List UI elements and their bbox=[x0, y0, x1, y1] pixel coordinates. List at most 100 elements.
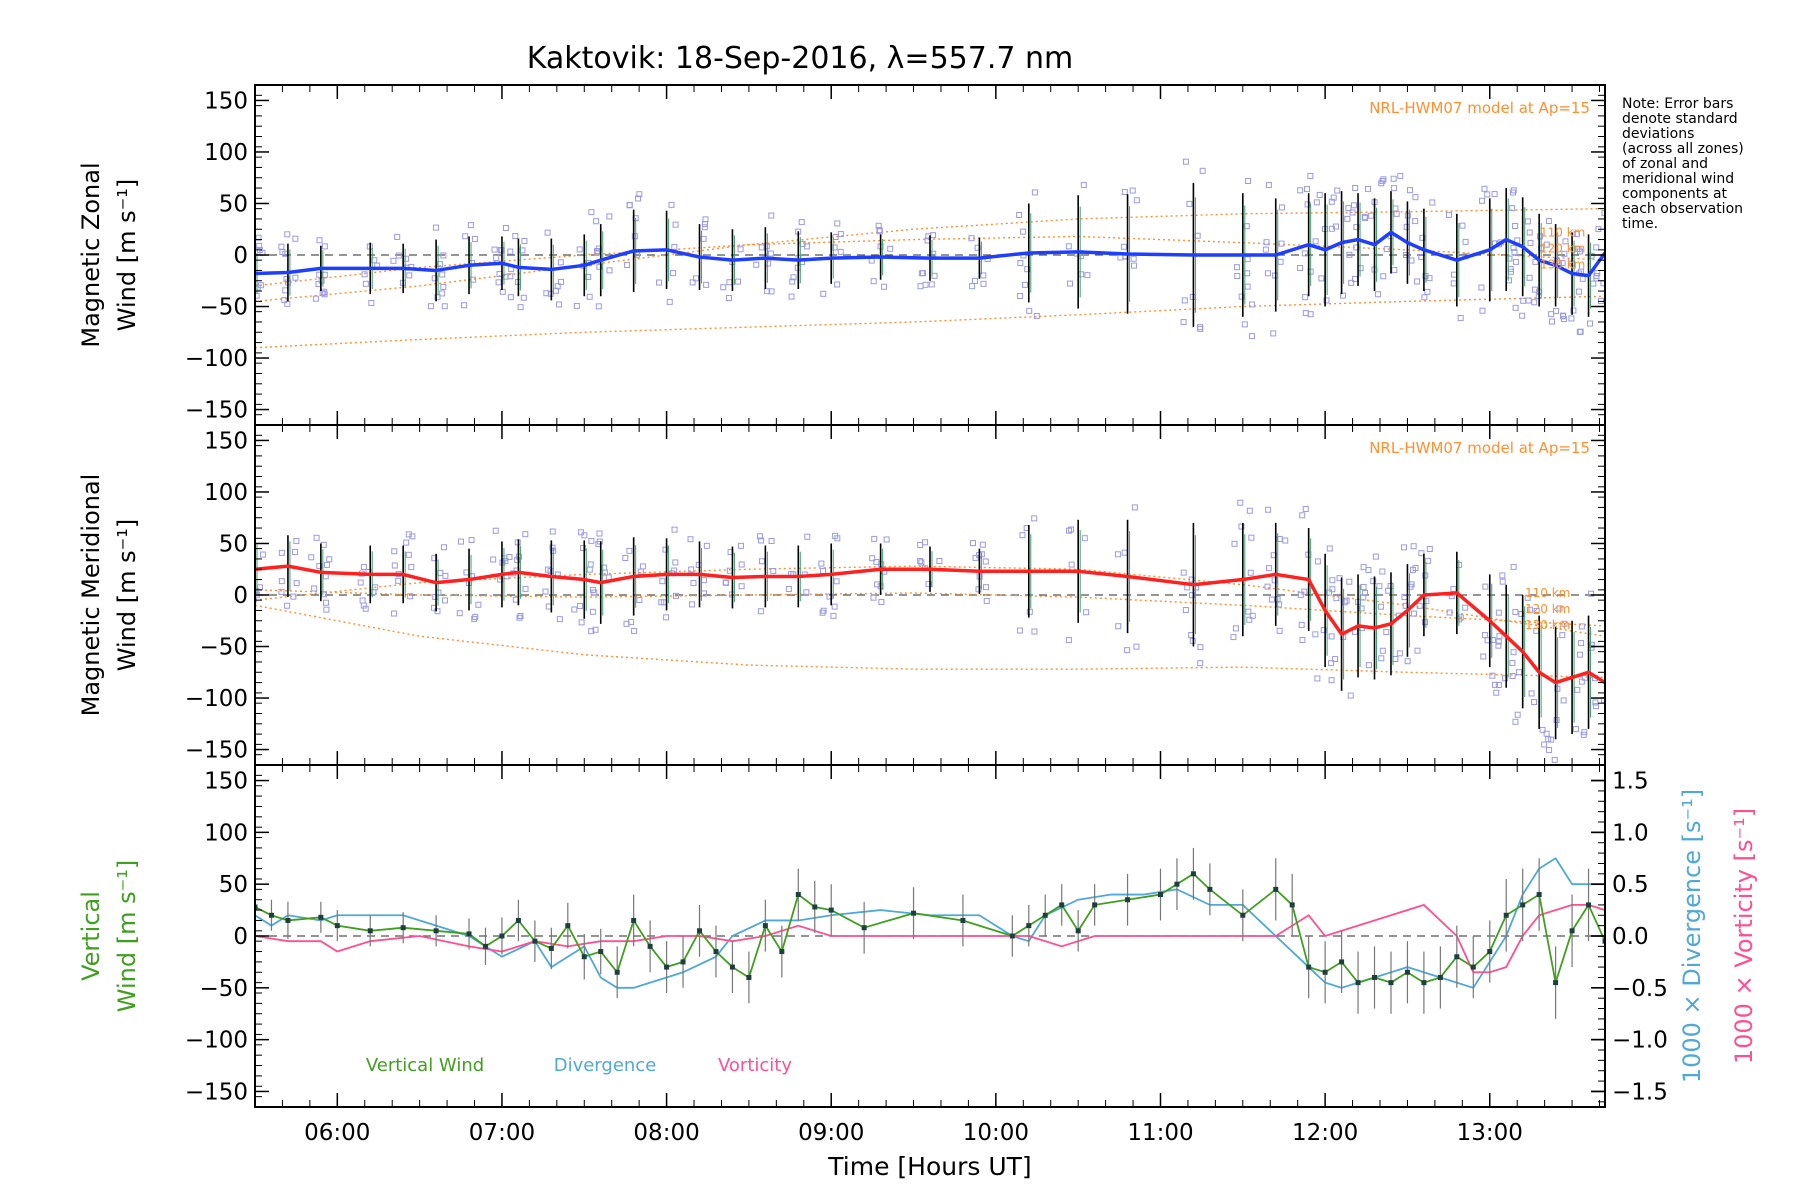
sample-marker bbox=[1365, 567, 1372, 574]
sample-marker bbox=[670, 270, 677, 277]
y-tick-label: −100 bbox=[185, 346, 248, 372]
sample-marker bbox=[1282, 537, 1289, 544]
x-axis: 06:00 07:00 08:00 09:00 10:00 11:00 12:00 13:00 bbox=[254, 765, 1601, 1146]
sample-marker bbox=[514, 557, 521, 564]
plot-area bbox=[255, 499, 1605, 763]
vertical-wind-point bbox=[631, 917, 637, 923]
sample-marker bbox=[1232, 625, 1239, 632]
vertical-wind-point bbox=[1586, 902, 1592, 908]
sample-marker bbox=[292, 548, 299, 555]
sample-marker bbox=[922, 539, 929, 546]
sample-marker bbox=[1418, 550, 1425, 557]
sample-marker bbox=[360, 563, 367, 570]
vertical-wind-point bbox=[1075, 928, 1081, 934]
y-tick-label: 0 bbox=[233, 924, 248, 950]
sample-marker bbox=[1083, 609, 1090, 616]
sample-marker bbox=[1548, 736, 1555, 743]
sample-marker bbox=[1313, 199, 1320, 206]
sample-marker bbox=[255, 587, 260, 594]
sample-marker bbox=[1265, 506, 1272, 513]
sample-marker bbox=[1410, 543, 1417, 550]
divergence-axis-label: 1000 × Divergence [s⁻¹] bbox=[1678, 789, 1706, 1083]
sample-marker bbox=[1606, 251, 1611, 256]
sample-marker bbox=[1370, 578, 1377, 585]
sample-marker bbox=[881, 283, 888, 290]
sample-marker bbox=[917, 283, 924, 290]
x-tick-label: 13:00 bbox=[1457, 1120, 1523, 1146]
sample-marker bbox=[1511, 249, 1518, 256]
sample-marker bbox=[1459, 222, 1466, 229]
panel-frame bbox=[254, 764, 1606, 1108]
sample-marker bbox=[290, 593, 297, 600]
sample-marker bbox=[1568, 315, 1575, 322]
vertical-wind-point bbox=[1421, 980, 1427, 986]
sample-marker bbox=[1429, 199, 1436, 206]
sample-marker bbox=[662, 546, 669, 553]
note-line: meridional wind bbox=[1622, 171, 1734, 187]
sample-marker bbox=[1562, 238, 1569, 245]
legend-item: Vertical Wind bbox=[366, 1055, 484, 1076]
sample-marker bbox=[1445, 211, 1452, 218]
sample-marker bbox=[434, 294, 441, 301]
sample-marker bbox=[441, 303, 448, 310]
legend-item: Vorticity bbox=[718, 1055, 792, 1076]
sample-marker bbox=[323, 606, 330, 613]
sample-marker bbox=[544, 566, 551, 573]
vertical-wind-point bbox=[581, 954, 587, 960]
sample-marker bbox=[586, 566, 593, 573]
sample-marker bbox=[1181, 297, 1188, 304]
vertical-wind-point bbox=[1157, 892, 1163, 898]
sample-marker bbox=[1588, 641, 1595, 648]
y-axis-label: Magnetic Zonal bbox=[77, 162, 105, 347]
sample-marker bbox=[700, 577, 707, 584]
sample-marker bbox=[1561, 620, 1568, 627]
sample-marker bbox=[577, 529, 584, 536]
sample-marker bbox=[1518, 611, 1525, 618]
sample-marker bbox=[1365, 662, 1372, 669]
sample-marker bbox=[968, 235, 975, 242]
x-tick-label: 11:00 bbox=[1127, 1120, 1193, 1146]
sample-marker bbox=[876, 227, 883, 234]
sample-marker bbox=[281, 297, 288, 304]
vertical-wind-line bbox=[255, 872, 1605, 984]
y-tick-label: 150 bbox=[204, 88, 248, 114]
sample-marker bbox=[1390, 175, 1397, 182]
sample-marker bbox=[391, 610, 398, 617]
sample-marker bbox=[1197, 660, 1204, 667]
sample-marker bbox=[1576, 328, 1583, 335]
sample-marker bbox=[875, 222, 882, 229]
sample-marker bbox=[928, 281, 935, 288]
sample-marker bbox=[321, 271, 328, 278]
sample-marker bbox=[283, 276, 290, 283]
sample-marker bbox=[1524, 218, 1531, 225]
sample-marker bbox=[1491, 681, 1498, 688]
sample-marker bbox=[982, 558, 989, 565]
sample-marker bbox=[1495, 609, 1502, 616]
sample-marker bbox=[405, 551, 412, 558]
sample-marker bbox=[596, 263, 603, 270]
sample-marker bbox=[1379, 647, 1386, 654]
sample-marker bbox=[1248, 301, 1255, 308]
sample-marker bbox=[1065, 243, 1072, 250]
sample-marker bbox=[1546, 746, 1553, 753]
sample-marker bbox=[639, 563, 646, 570]
sample-marker bbox=[1068, 561, 1075, 568]
sample-marker bbox=[1543, 241, 1550, 248]
vertical-wind-point bbox=[614, 969, 620, 975]
sample-marker bbox=[1244, 283, 1251, 290]
sample-marker bbox=[292, 274, 299, 281]
sample-marker bbox=[1509, 189, 1516, 196]
sample-marker bbox=[820, 607, 827, 614]
sample-marker bbox=[591, 589, 598, 596]
sample-marker bbox=[1505, 277, 1512, 284]
sample-marker bbox=[1312, 631, 1319, 638]
sample-marker bbox=[1479, 307, 1486, 314]
sample-marker bbox=[279, 249, 286, 256]
sample-marker bbox=[1131, 504, 1138, 511]
sample-marker bbox=[320, 541, 327, 548]
panel-zonal: 150 100 50 0 −50 −100 −150 Magnetic Zonal Wind [… bbox=[77, 84, 1611, 426]
vertical-wind-point bbox=[255, 904, 258, 910]
sample-marker bbox=[671, 244, 678, 251]
sample-marker bbox=[1279, 204, 1286, 211]
sample-marker bbox=[1425, 557, 1432, 564]
